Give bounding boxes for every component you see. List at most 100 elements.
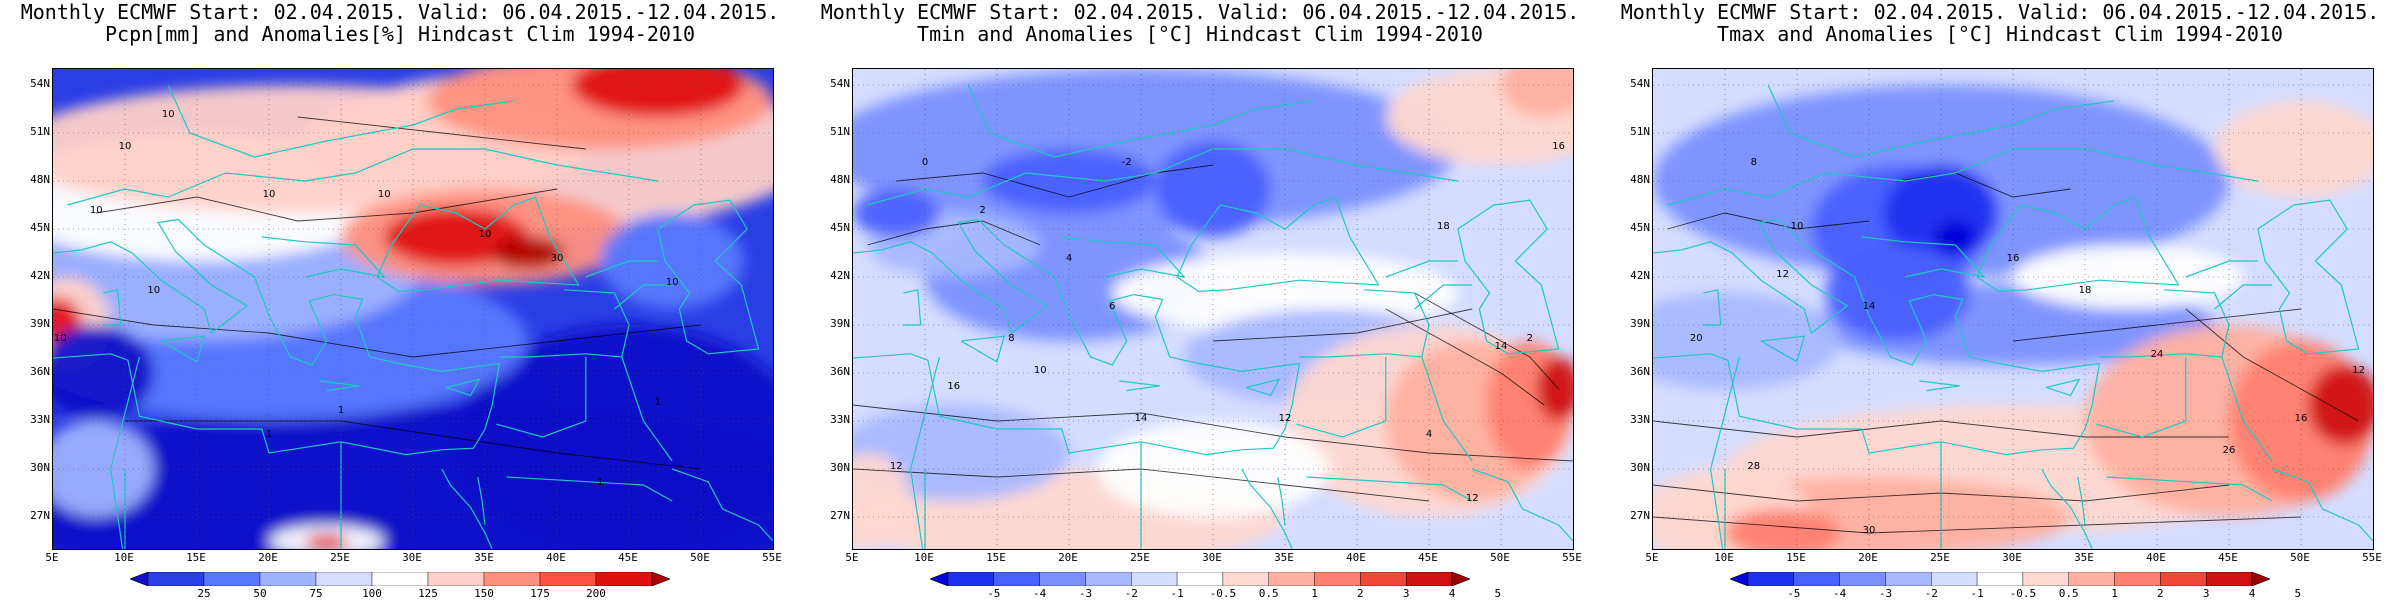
colorbar-tick-label: 150 (474, 587, 494, 600)
map-svg: 10 10 10 10 10 10 10 30 10 10 1 1 1 1 (53, 69, 773, 549)
contour-label: 6 (1109, 301, 1115, 312)
lon-tick-label: 20E (258, 551, 278, 564)
colorbar-tick-label: -4 (1033, 587, 1047, 600)
lat-tick-label: 54N (1630, 77, 1650, 90)
lat-tick-label: 42N (830, 269, 850, 282)
panel-title-line1: Monthly ECMWF Start: 02.04.2015. Valid: … (1620, 0, 2380, 24)
lon-tick-label: 50E (1490, 551, 1510, 564)
lat-tick-label: 36N (830, 365, 850, 378)
colorbar-tick-label: 0.5 (1258, 587, 1279, 600)
contour-label: 10 (479, 229, 492, 240)
lon-tick-label: 55E (1562, 551, 1582, 564)
lat-tick-label: 39N (1630, 317, 1650, 330)
contour-label: 1 (266, 429, 272, 440)
contour-label: 10 (162, 109, 175, 120)
lat-tick-label: 27N (30, 509, 50, 522)
colorbar-tick-label: -2 (1924, 587, 1938, 600)
panel-tmin: Monthly ECMWF Start: 02.04.2015. Valid: … (800, 0, 1600, 600)
contour-label: 2 (979, 205, 985, 216)
map-svg: 0 -2 2 4 6 8 10 12 14 16 18 2 4 12 16 14 12 (853, 69, 1573, 549)
colorbar-tick-label: -5 (987, 587, 1001, 600)
panel-title-line2: Pcpn[mm] and Anomalies[%] Hindcast Clim … (104, 22, 695, 46)
lon-tick-label: 45E (2218, 551, 2238, 564)
contour-label: 14 (1495, 341, 1508, 352)
lon-tick-label: 30E (402, 551, 422, 564)
contour-label: 30 (1863, 525, 1876, 536)
contour-label: 10 (1034, 365, 1047, 376)
contour-label: 12 (1776, 269, 1789, 280)
lat-tick-label: 54N (830, 77, 850, 90)
lon-tick-label: 30E (1202, 551, 1222, 564)
colorbar-svg (930, 572, 1470, 586)
lat-tick-label: 27N (1630, 509, 1650, 522)
contour-label: 16 (1552, 141, 1565, 152)
colorbar-tick-label: 0.5 (2058, 587, 2079, 600)
lat-tick-label: 33N (830, 413, 850, 426)
lon-tick-label: 40E (1346, 551, 1366, 564)
colorbar (930, 572, 1470, 586)
map-svg: 8 10 12 14 16 18 20 24 26 28 30 12 16 (1653, 69, 2373, 549)
colorbar (130, 572, 670, 586)
map-area: 10 10 10 10 10 10 10 30 10 10 1 1 1 1 (52, 68, 774, 550)
contour-label: 20 (1690, 333, 1703, 344)
lon-tick-label: 15E (986, 551, 1006, 564)
contour-label: 10 (119, 141, 132, 152)
lon-tick-label: 25E (330, 551, 350, 564)
contour-label: 16 (947, 381, 960, 392)
lon-tick-label: 50E (2290, 551, 2310, 564)
contour-label: 30 (551, 253, 564, 264)
lat-tick-label: 48N (30, 173, 50, 186)
lon-tick-label: 35E (474, 551, 494, 564)
lon-tick-label: 55E (762, 551, 782, 564)
contour-label: 2 (1527, 333, 1533, 344)
lon-tick-label: 10E (114, 551, 134, 564)
contour-label: 0 (922, 157, 928, 168)
lat-tick-label: 30N (30, 461, 50, 474)
contour-label: 4 (1426, 429, 1432, 440)
contour-label: -2 (1122, 157, 1132, 168)
contour-label: 10 (378, 189, 391, 200)
contour-label: 26 (2223, 445, 2236, 456)
lat-tick-label: 27N (830, 509, 850, 522)
colorbar-tick-label: 2 (2157, 587, 2164, 600)
contour-label: 10 (263, 189, 276, 200)
lat-tick-label: 45N (30, 221, 50, 234)
lat-tick-label: 30N (1630, 461, 1650, 474)
colorbar-tick-label: 75 (309, 587, 323, 600)
panel-tmax: Monthly ECMWF Start: 02.04.2015. Valid: … (1600, 0, 2400, 600)
contour-label: 16 (2007, 253, 2020, 264)
colorbar-tick-label: 125 (418, 587, 438, 600)
lat-tick-label: 54N (30, 77, 50, 90)
lon-tick-label: 20E (1858, 551, 1878, 564)
lon-tick-label: 45E (618, 551, 638, 564)
contour-label: 1 (597, 477, 603, 488)
contour-label: 10 (666, 277, 679, 288)
colorbar-tick-label: 3 (1402, 587, 1410, 600)
colorbar-tick-label: 4 (1448, 587, 1456, 600)
lat-tick-label: 51N (830, 125, 850, 138)
colorbar-tick-label: -5 (1787, 587, 1801, 600)
panel-precipitation: Monthly ECMWF Start: 02.04.2015. Valid: … (0, 0, 800, 600)
colorbar-svg (130, 572, 670, 586)
colorbar-tick-label: 50 (253, 587, 267, 600)
contour-label: 4 (1066, 253, 1072, 264)
lon-tick-label: 40E (2146, 551, 2166, 564)
colorbar-tick-label: 5 (1494, 587, 1502, 600)
contour-label: 8 (1751, 157, 1757, 168)
contour-label: 12 (1466, 493, 1479, 504)
colorbar-tick-label: 5 (2294, 587, 2302, 600)
contour-label: 10 (147, 285, 160, 296)
colorbar-svg (1730, 572, 2270, 586)
lat-tick-label: 39N (30, 317, 50, 330)
lon-tick-label: 25E (1130, 551, 1150, 564)
colorbar-tick-label: -1 (1170, 587, 1184, 600)
contour-label: 14 (1863, 301, 1876, 312)
contour-label: 14 (1135, 413, 1148, 424)
lat-tick-label: 36N (1630, 365, 1650, 378)
colorbar-tick-label: 4 (2248, 587, 2256, 600)
lat-tick-label: 51N (1630, 125, 1650, 138)
lat-tick-label: 39N (830, 317, 850, 330)
contour-label: 28 (1747, 461, 1760, 472)
colorbar-tick-label: 100 (362, 587, 382, 600)
colorbar-tick-label: -0.5 (2009, 587, 2037, 600)
